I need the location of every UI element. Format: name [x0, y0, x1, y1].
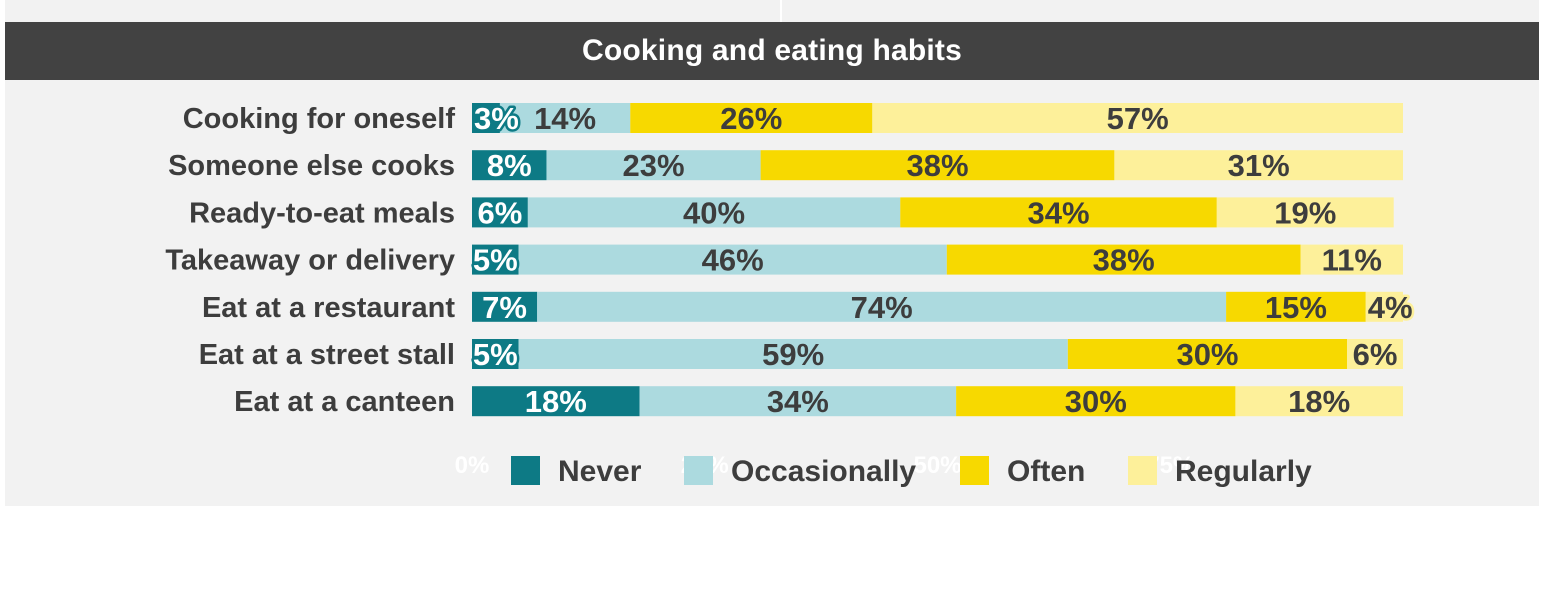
bar-often-eat-at-a-street-stall [1067, 339, 1348, 369]
data-label-often-eat-at-a-canteen: 30% [1065, 384, 1127, 419]
data-label-regularly-cooking-for-oneself: 57% [1107, 101, 1169, 136]
data-label-never-someone-else-cooks: 8% [487, 148, 532, 183]
bar-never-eat-at-a-canteen [472, 386, 640, 417]
data-label-often-eat-at-a-restaurant: 15% [1265, 290, 1327, 325]
top-strip [5, 0, 1539, 22]
bar-often-eat-at-a-canteen [956, 386, 1236, 417]
data-label-often-someone-else-cooks: 38% [906, 148, 968, 183]
data-label-never-eat-at-a-restaurant: 7% [482, 290, 527, 325]
bar-often-takeaway-or-delivery [946, 244, 1301, 275]
bar-occasionally-eat-at-a-restaurant [537, 291, 1227, 322]
bar-never-takeaway-or-delivery [472, 244, 519, 275]
bar-regularly-someone-else-cooks [1114, 150, 1403, 181]
data-label-never-eat-at-a-canteen: 18% [525, 384, 587, 419]
bar-often-cooking-for-oneself [630, 103, 873, 133]
data-label-never-eat-at-a-street-stall: 5% [473, 337, 518, 372]
legend-swatch-regularly [1128, 456, 1157, 485]
legend-swatch-often [960, 456, 989, 485]
x-tick-label: 0% [455, 452, 490, 479]
data-label-often-cooking-for-oneself: 26% [720, 101, 782, 136]
data-label-regularly-takeaway-or-delivery: 11% [1322, 243, 1382, 278]
bar-regularly-ready-to-eat-meals [1216, 197, 1394, 228]
bar-often-someone-else-cooks [760, 150, 1115, 181]
category-label-eat-at-a-restaurant: Eat at a restaurant [202, 292, 455, 324]
bar-never-ready-to-eat-meals [472, 197, 528, 228]
legend-label-occasionally: Occasionally [731, 455, 916, 488]
top-divider [780, 0, 782, 22]
data-label-occasionally-cooking-for-oneself: 14% [534, 101, 596, 136]
bar-regularly-takeaway-or-delivery [1300, 244, 1403, 275]
data-label-often-ready-to-eat-meals: 34% [1028, 195, 1090, 230]
bar-never-someone-else-cooks [472, 150, 547, 181]
legend: Never Occasionally Often Regularly [511, 455, 1312, 488]
legend-label-often: Often [1007, 455, 1085, 488]
data-label-never-cooking-for-oneself: 3% [474, 101, 519, 136]
category-label-eat-at-a-canteen: Eat at a canteen [234, 386, 455, 418]
legend-swatch-never [511, 456, 540, 485]
data-label-regularly-ready-to-eat-meals: 19% [1274, 195, 1336, 230]
x-tick-layer: 0%25%50%75% [455, 452, 1195, 479]
category-label-ready-to-eat-meals: Ready-to-eat meals [189, 197, 455, 229]
bar-never-eat-at-a-restaurant [472, 291, 538, 322]
bar-regularly-cooking-for-oneself [872, 103, 1403, 133]
category-label-takeaway-or-delivery: Takeaway or delivery [165, 245, 455, 277]
bar-often-ready-to-eat-meals [900, 197, 1217, 228]
bars-layer: 3% 14% 26% 57% 8% 23% 38% 31% 6% 40% 34% 19% 5% 46% 38… [470, 99, 1415, 422]
bar-regularly-eat-at-a-street-stall [1347, 339, 1403, 369]
bar-occasionally-eat-at-a-canteen [639, 386, 957, 417]
bar-occasionally-eat-at-a-street-stall [518, 339, 1068, 369]
data-label-regularly-someone-else-cooks: 31% [1228, 148, 1290, 183]
bar-occasionally-takeaway-or-delivery [518, 244, 947, 275]
data-label-often-eat-at-a-street-stall: 30% [1176, 337, 1238, 372]
data-label-never-ready-to-eat-meals: 6% [478, 195, 523, 230]
bar-occasionally-ready-to-eat-meals [527, 197, 901, 228]
bar-never-cooking-for-oneself [472, 103, 500, 133]
data-label-regularly-eat-at-a-restaurant: 4% [1368, 290, 1413, 325]
bar-often-eat-at-a-restaurant [1226, 291, 1366, 322]
data-label-regularly-eat-at-a-canteen: 18% [1288, 384, 1350, 419]
category-label-layer: Cooking for oneself Someone else cooks Rea… [165, 103, 455, 418]
legend-label-never: Never [558, 455, 642, 488]
data-label-regularly-eat-at-a-street-stall: 6% [1353, 337, 1398, 372]
chart-title-bar: Cooking and eating habits [5, 22, 1539, 80]
data-label-occasionally-eat-at-a-canteen: 34% [767, 384, 829, 419]
legend-label-regularly: Regularly [1175, 455, 1312, 488]
bar-regularly-eat-at-a-canteen [1235, 386, 1403, 417]
bar-occasionally-cooking-for-oneself [499, 103, 631, 133]
data-label-occasionally-ready-to-eat-meals: 40% [683, 195, 745, 230]
data-label-occasionally-someone-else-cooks: 23% [623, 148, 685, 183]
bar-never-eat-at-a-street-stall [472, 339, 519, 369]
chart-title: Cooking and eating habits [581, 34, 962, 67]
data-label-occasionally-takeaway-or-delivery: 46% [702, 243, 764, 278]
category-label-cooking-for-oneself: Cooking for oneself [183, 103, 456, 135]
legend-swatch-occasionally [684, 456, 713, 485]
x-tick-label: 50% [913, 452, 961, 479]
data-label-never-takeaway-or-delivery: 5% [473, 243, 518, 278]
data-label-occasionally-eat-at-a-restaurant: 74% [851, 290, 913, 325]
bar-occasionally-someone-else-cooks [546, 150, 761, 181]
category-label-eat-at-a-street-stall: Eat at a street stall [199, 339, 455, 371]
bar-regularly-eat-at-a-restaurant [1365, 291, 1403, 322]
category-label-someone-else-cooks: Someone else cooks [168, 150, 455, 182]
data-label-occasionally-eat-at-a-street-stall: 59% [762, 337, 824, 372]
data-label-often-takeaway-or-delivery: 38% [1093, 243, 1155, 278]
